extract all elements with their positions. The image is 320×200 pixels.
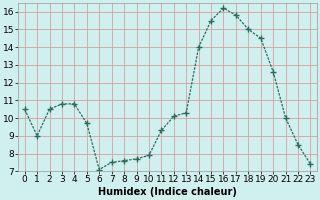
X-axis label: Humidex (Indice chaleur): Humidex (Indice chaleur)	[98, 187, 237, 197]
